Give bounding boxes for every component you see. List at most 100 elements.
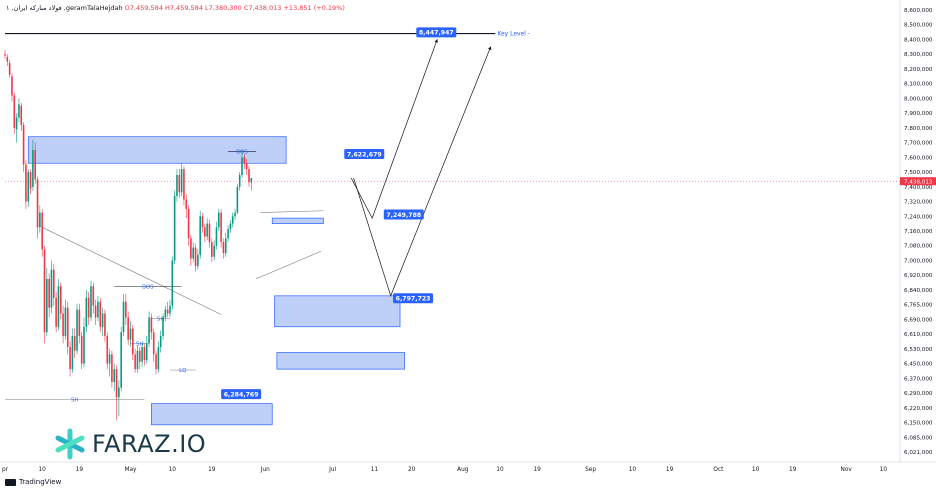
candle [171,256,174,310]
brand-name: FARAZ.IO [92,430,207,458]
candle-body [220,212,222,243]
candle [222,238,225,259]
candle-body [138,350,141,362]
trendline [42,227,222,315]
y-tick-label: 8,000,000 [904,96,933,102]
candle [15,113,18,143]
y-tick-label: 6,690,000 [904,317,933,323]
candle-body [213,245,215,257]
candle [248,166,250,187]
y-tick-label: 6,920,000 [904,273,933,279]
candle-body [78,309,81,336]
candle [143,343,146,366]
tradingview-credit[interactable]: TradingView [5,478,61,486]
candle-body [25,164,27,202]
x-tick-label: 10 [752,467,760,473]
candle-body [6,57,9,62]
candle-body [50,269,53,308]
candle [134,348,136,373]
candle [106,332,109,370]
callout-label: 7,249,788 [386,212,421,219]
candle [243,153,246,170]
y-tick-label: 6,085,000 [904,435,933,441]
candle-body [164,309,167,318]
candle [73,328,76,359]
candle-body [169,305,171,314]
candle-body [215,227,218,246]
y-tick-label: 7,240,000 [904,214,933,220]
candle-body [192,247,195,259]
candle [204,223,206,243]
candle-body [171,260,174,306]
y-tick-label: 6,150,000 [904,421,933,427]
low-value: L7,380,300 [205,4,242,12]
callout-box [221,389,262,400]
y-tick-label: 7,500,000 [904,170,933,176]
candle-body [104,313,106,336]
y-tick-label: 7,000,000 [904,258,933,264]
candle-body [201,216,204,228]
price-callout: 6,284,769 [221,389,262,400]
y-tick-label: 7,400,000 [904,185,933,191]
candle [34,142,37,184]
x-tick-label: 20 [408,467,416,473]
candle-body [248,169,250,183]
candle [166,301,169,318]
candle [113,363,116,392]
callout-label: 7,622,679 [347,151,382,158]
candle-body [155,354,157,370]
candle-body [62,313,64,336]
candle-body [34,149,37,180]
y-tick-label: 7,900,000 [904,111,933,117]
candle [46,267,48,336]
candle [141,343,143,368]
y-tick-label: 6,021,000 [904,450,933,456]
y-tick-label: 6,765,000 [904,303,933,309]
candle-body [20,105,23,125]
candle [157,341,160,373]
y-tick-label: 7,160,000 [904,229,933,235]
trendline [260,210,324,213]
candle [132,324,134,360]
candle [180,163,183,197]
candle [120,326,122,392]
x-tick-label: Jul [328,467,336,473]
candle-body [148,317,150,344]
candle [29,169,32,195]
x-tick-label: 19 [789,467,797,473]
trendline [255,250,322,280]
candle [99,297,102,333]
candle [236,183,239,215]
y-tick-label: 8,500,000 [904,23,933,29]
candle-body [183,169,185,200]
candle-body [190,238,192,259]
candle [178,169,181,198]
candle-body [245,163,248,170]
candle [115,365,118,421]
candle-body [27,172,30,202]
candle-body [55,297,57,327]
candle-body [41,212,43,250]
x-tick-label: 10 [496,467,504,473]
candle [234,208,236,220]
x-tick-label: Oct [713,467,724,473]
candle [229,219,232,233]
y-tick-label: 7,800,000 [904,126,933,132]
candle-body [150,317,153,333]
open-value: O7,459,584 [124,4,163,12]
candle-body [15,117,18,130]
candle-body [180,169,183,193]
candle [43,245,46,344]
candle [22,121,25,173]
candle-body [206,223,208,237]
candle [69,341,71,377]
x-tick-label: pr [2,467,9,473]
candle-body [90,286,92,318]
candle [197,249,199,270]
x-tick-label: Sep [585,467,596,473]
callout-box [344,148,385,159]
candle-body [229,223,232,230]
projection-path [350,38,438,219]
